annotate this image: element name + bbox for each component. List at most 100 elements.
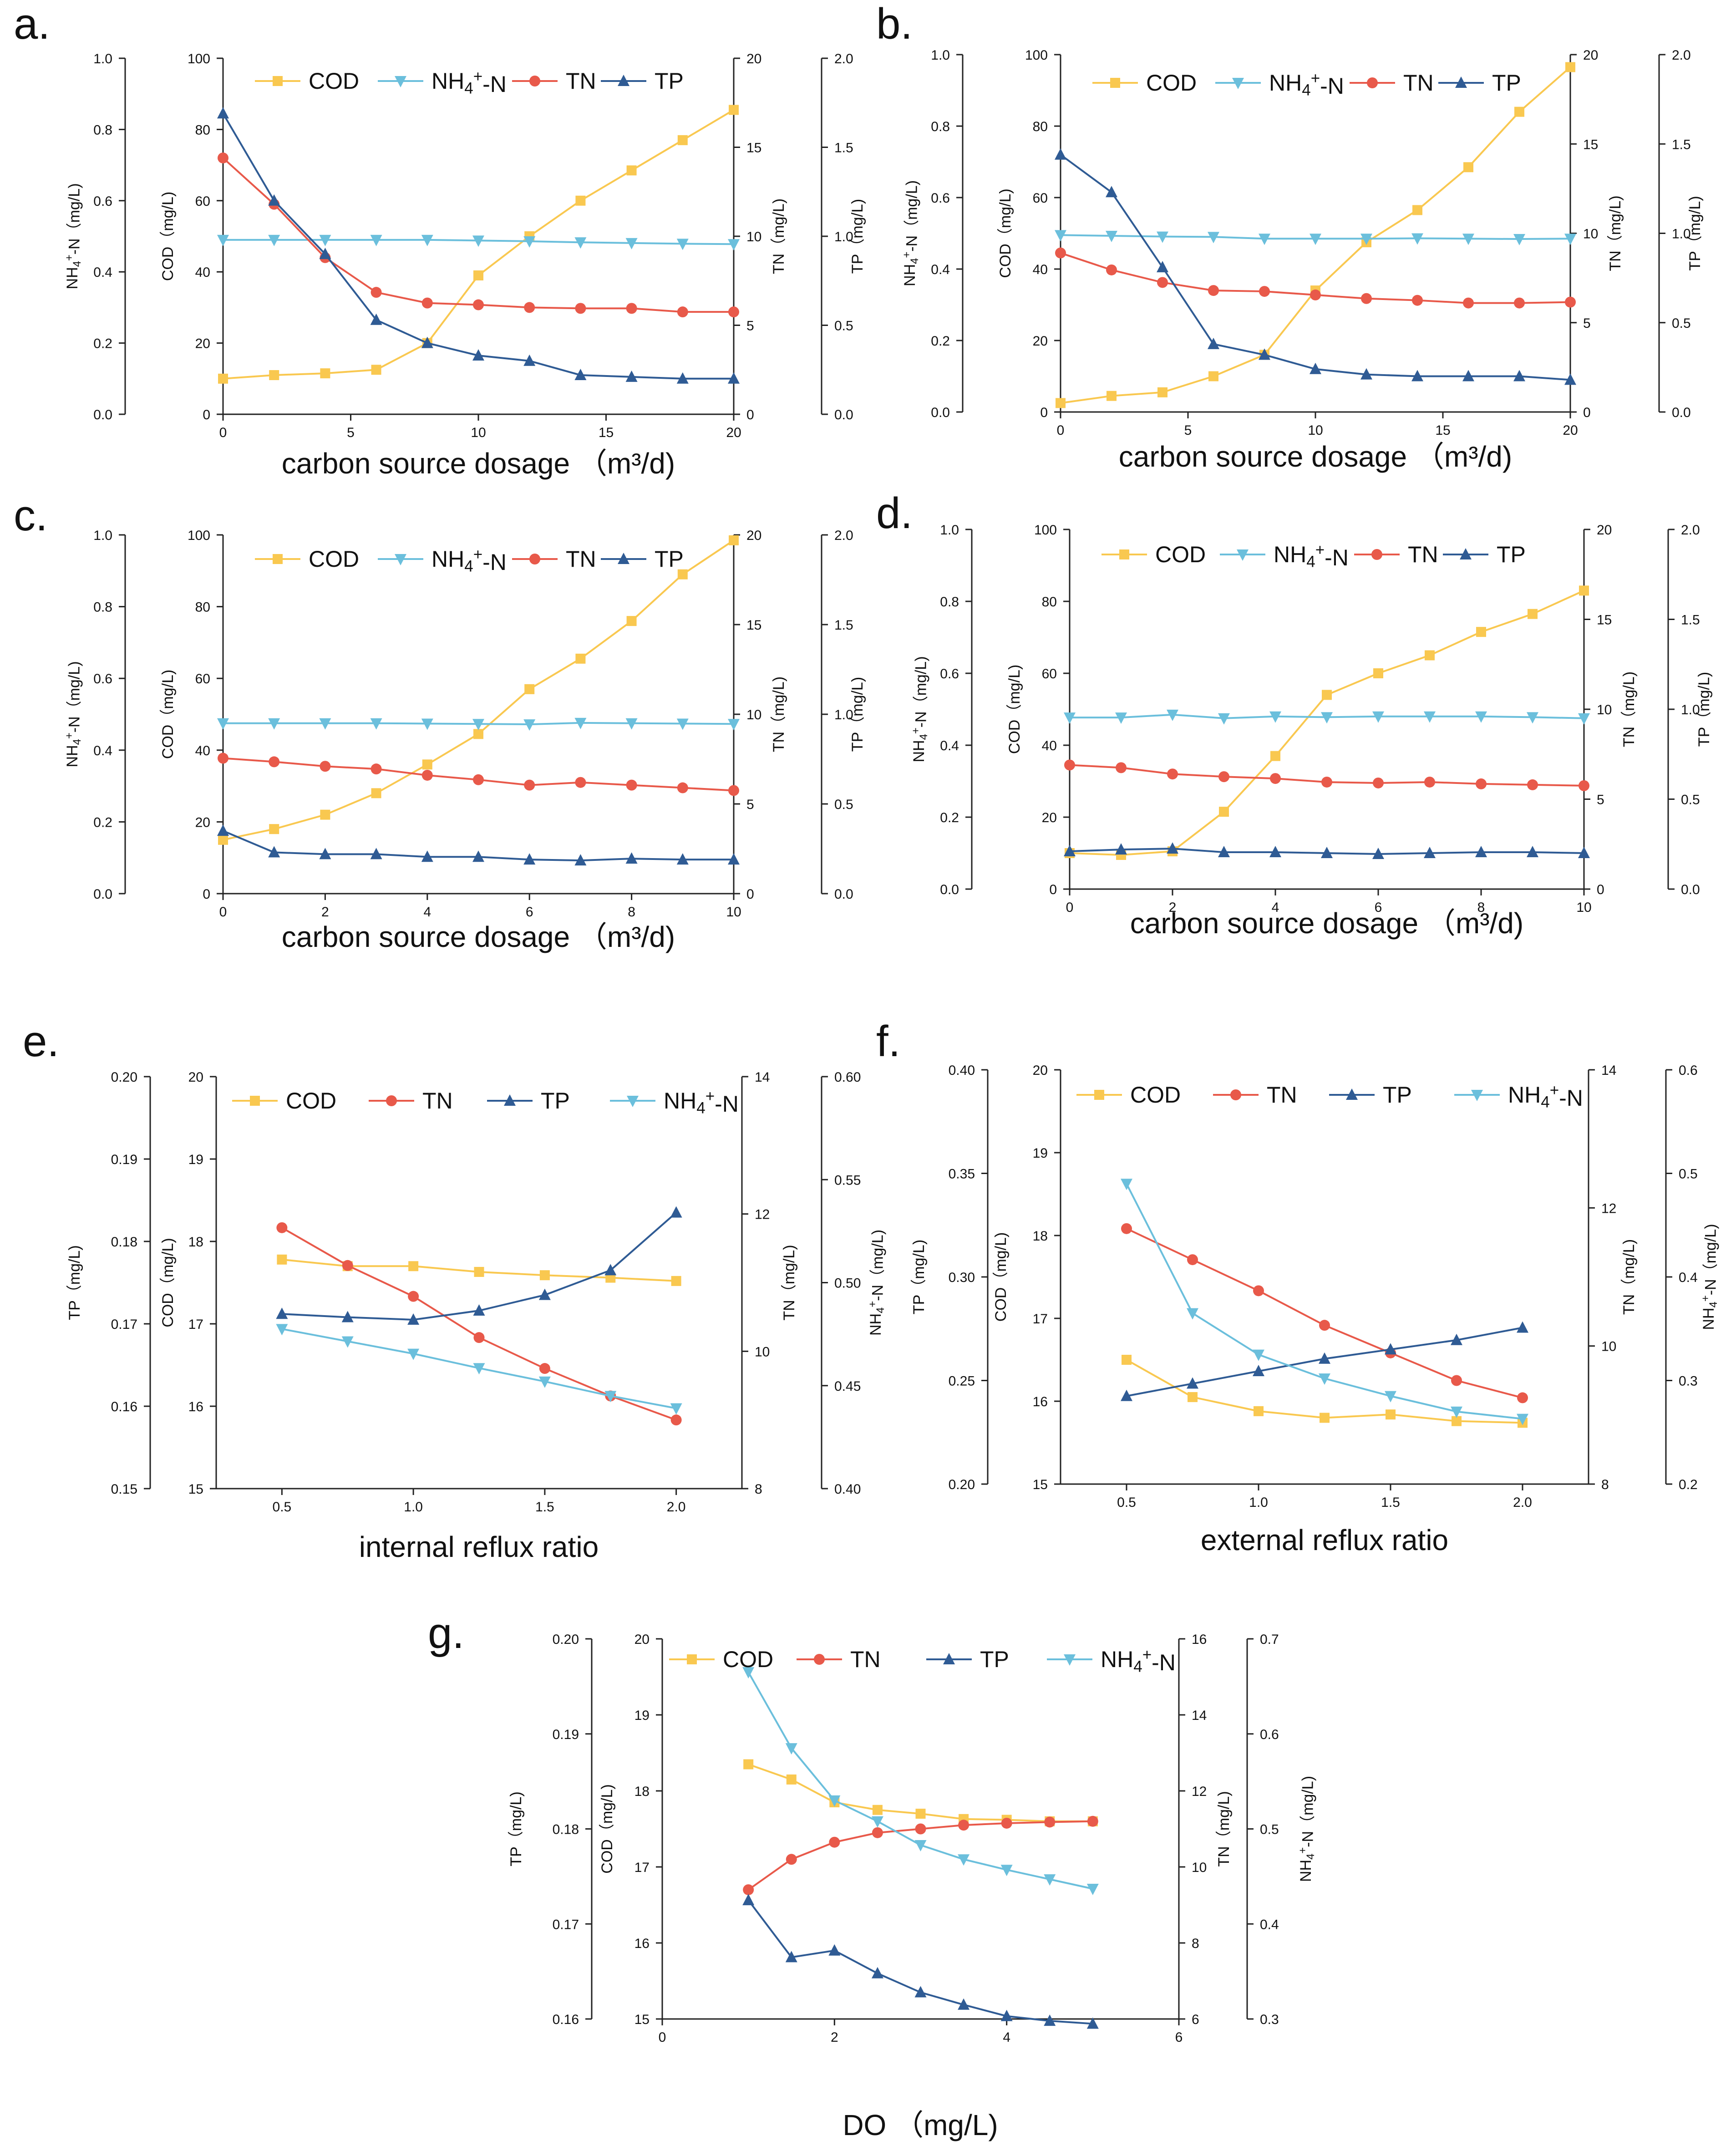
x-axis-title: carbon source dosage （m³/d): [282, 447, 675, 480]
data-point-cod: [1425, 650, 1435, 661]
legend-label-cod: COD: [1130, 1082, 1181, 1108]
cod-tick-label: 19: [188, 1152, 203, 1167]
tp-tick-label: 1.0: [1672, 227, 1691, 242]
legend-marker-tp: [1455, 76, 1467, 88]
cod-axis-title: COD（mg/L): [159, 1238, 177, 1327]
cod-axis-title: COD（mg/L): [159, 192, 177, 281]
tp-tick-label: 1.5: [1681, 613, 1700, 628]
nh4-axis-title: NH4+-N（mg/L): [866, 1230, 887, 1336]
data-point-nh4: [728, 719, 740, 731]
cod-tick-label: 18: [1033, 1229, 1048, 1244]
legend-marker-nh4: [1471, 1090, 1483, 1101]
nh4-tick-label: 0.4: [931, 262, 950, 277]
data-point-tp: [1310, 362, 1321, 374]
data-point-nh4: [1086, 1884, 1099, 1896]
data-point-nh4: [1259, 234, 1270, 245]
nh4-tick-label: 0.0: [931, 405, 950, 420]
data-point-cod: [218, 373, 228, 384]
legend-marker-tp: [1460, 548, 1472, 559]
data-point-tn: [473, 774, 484, 785]
x-tick-label: 2.0: [667, 1500, 686, 1515]
data-point-nh4: [421, 234, 433, 246]
data-point-tp: [523, 354, 536, 366]
legend-label-cod: COD: [286, 1088, 336, 1114]
nh4-tick-label: 0.8: [93, 600, 112, 615]
x-tick-label: 2: [831, 2030, 838, 2045]
x-tick-label: 4: [1272, 900, 1279, 915]
data-point-tn: [677, 782, 688, 793]
nh4-tick-label: 1.0: [93, 51, 112, 66]
data-point-nh4: [958, 1854, 970, 1866]
tp-tick-label: 0.16: [553, 2012, 579, 2027]
tp-axis-title: TP（mg/L): [849, 677, 866, 752]
data-point-tp: [1513, 370, 1525, 381]
legend-label-nh4: NH4+-N: [1101, 1646, 1176, 1675]
legend-marker-tp: [504, 1094, 516, 1106]
panel-label: b.: [876, 0, 913, 48]
data-point-cod: [786, 1774, 797, 1785]
data-point-nh4: [785, 1743, 797, 1755]
data-point-cod: [1270, 751, 1280, 761]
data-point-tp: [217, 824, 229, 836]
x-tick-label: 0: [219, 425, 227, 440]
cod-axis-title: COD（mg/L): [997, 188, 1014, 278]
nh4-tick-label: 0.2: [93, 336, 112, 351]
tn-tick-label: 10: [746, 229, 761, 244]
data-point-cod: [677, 569, 688, 580]
cod-axis-title: COD（mg/L): [1006, 665, 1023, 754]
x-tick-label: 20: [1563, 423, 1578, 438]
data-point-nh4: [421, 718, 433, 730]
cod-tick-label: 0: [1040, 405, 1048, 420]
data-point-cod: [1320, 1413, 1330, 1423]
data-point-nh4: [1321, 712, 1333, 724]
legend-label-cod: COD: [723, 1647, 773, 1672]
data-point-tn: [320, 761, 331, 772]
nh4-tick-label: 0.8: [940, 595, 959, 610]
data-point-nh4: [1517, 1414, 1528, 1425]
x-tick-label: 8: [628, 905, 635, 920]
tn-axis-title: TN（mg/L): [1607, 195, 1624, 271]
x-tick-label: 6: [526, 905, 533, 920]
nh4-tick-label: 1.0: [940, 523, 959, 538]
data-point-cod: [1528, 609, 1538, 619]
tn-axis-title: TN（mg/L): [1620, 671, 1638, 747]
cod-tick-label: 80: [195, 600, 210, 615]
x-tick-label: 0: [659, 2030, 666, 2045]
legend-marker-tn: [529, 76, 540, 86]
panel-label: c.: [14, 491, 48, 540]
data-point-cod: [1452, 1416, 1462, 1426]
data-point-nh4: [1319, 1373, 1330, 1385]
legend-label-nh4: NH4+-N: [664, 1087, 739, 1117]
tp-tick-label: 0.0: [834, 407, 853, 422]
tn-tick-label: 0: [1583, 405, 1591, 420]
data-point-cod: [473, 729, 483, 739]
tp-tick-label: 0.0: [1681, 882, 1700, 897]
panel-label: e.: [23, 1017, 59, 1066]
data-point-nh4: [1167, 709, 1178, 721]
cod-tick-label: 20: [635, 1632, 650, 1647]
tn-tick-label: 5: [1597, 793, 1604, 808]
data-point-tn: [728, 785, 739, 796]
panel-label: d.: [876, 489, 913, 538]
cod-tick-label: 60: [195, 194, 210, 209]
legend-label-tp: TP: [541, 1088, 570, 1114]
data-point-tp: [1411, 370, 1423, 381]
tn-axis-title: TN（mg/L): [1215, 1791, 1233, 1866]
data-point-tn: [1517, 1392, 1528, 1403]
cod-tick-label: 60: [1042, 666, 1057, 681]
tn-axis-title: TN（mg/L): [770, 198, 787, 274]
tp-tick-label: 2.0: [834, 51, 853, 66]
legend-marker-nh4: [1064, 1654, 1076, 1666]
data-point-tn: [371, 287, 382, 298]
legend-marker-cod: [273, 76, 283, 86]
legend-label-tp: TP: [980, 1647, 1009, 1672]
data-point-nh4: [871, 1816, 883, 1828]
tn-tick-label: 16: [1192, 1632, 1207, 1647]
data-point-tp: [742, 1894, 755, 1906]
x-axis-title: carbon source dosage （m³/d): [1119, 440, 1512, 473]
data-point-tn: [1116, 762, 1127, 773]
tn-tick-label: 12: [1192, 1784, 1207, 1799]
data-point-tp: [1157, 261, 1168, 273]
tp-tick-label: 0.25: [949, 1374, 975, 1389]
data-point-tp: [370, 848, 382, 859]
